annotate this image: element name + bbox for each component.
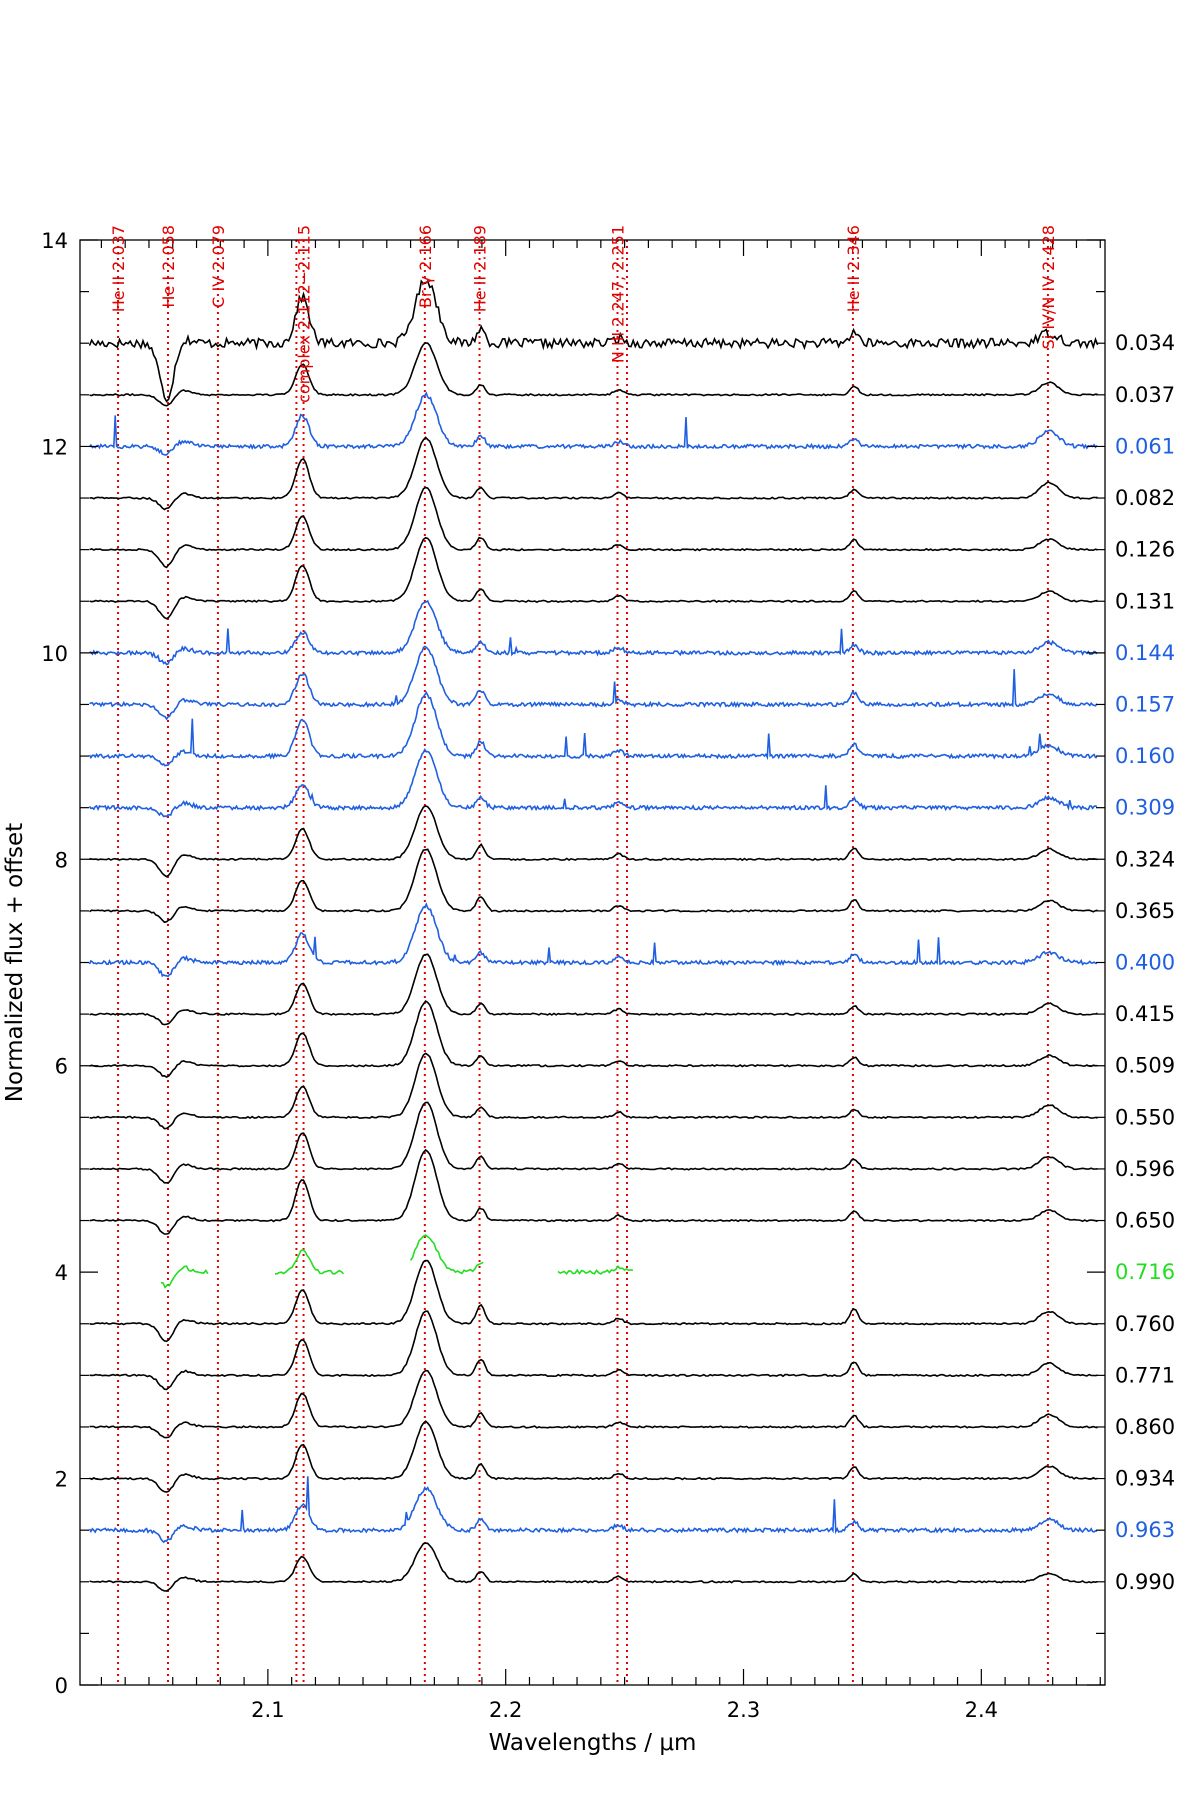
- phase-label: 0.131: [1115, 589, 1175, 613]
- spectrum-line-0.760: [89, 1259, 1098, 1343]
- y-tick-label: 12: [41, 435, 68, 459]
- spectrum-line-0.716: [160, 1234, 634, 1289]
- spectrum-line-0.650: [89, 1148, 1098, 1235]
- axes-layer: 2.1 2.2 2.3 2.4 0 2 4 6 8 10 12 14 Wavelengths / μm N…: [2, 229, 1106, 1756]
- spectrum-line-0.037: [89, 342, 1098, 407]
- y-tick-label: 2: [55, 1468, 68, 1492]
- spectra-series-layer: [88, 279, 1099, 1592]
- spectrum-line-0.550: [89, 1052, 1098, 1130]
- x-tick-label: 2.4: [965, 1698, 998, 1722]
- y-tick-label: 8: [55, 848, 68, 872]
- spectrum-line-0.415: [89, 953, 1098, 1026]
- spectrum-line-0.596: [89, 1101, 1098, 1184]
- phase-label: 0.324: [1115, 847, 1175, 871]
- spectrum-line-0.509: [89, 1000, 1098, 1079]
- line-marker-layer: [117, 240, 1049, 1685]
- phase-label: 0.771: [1115, 1363, 1175, 1387]
- spectrum-line-0.160: [88, 690, 1097, 767]
- y-tick-label: 6: [55, 1055, 68, 1079]
- spectrum-line-0.131: [89, 536, 1098, 620]
- line-marker-label: Si IV/N IV 2.428: [1039, 225, 1058, 349]
- phase-label: 0.550: [1115, 1105, 1175, 1129]
- phase-label: 0.760: [1115, 1312, 1175, 1336]
- x-tick-label: 2.1: [251, 1698, 284, 1722]
- y-tick-label: 0: [55, 1674, 68, 1698]
- spectrum-line-0.157: [89, 645, 1098, 721]
- line-marker-label: C IV 2.079: [209, 225, 228, 308]
- x-tick-label: 2.2: [489, 1698, 522, 1722]
- spectrum-line-0.771: [89, 1310, 1098, 1391]
- phase-label: 0.963: [1115, 1518, 1175, 1542]
- phase-label: 0.144: [1115, 641, 1175, 665]
- y-tick-label: 14: [41, 229, 68, 253]
- spectrum-line-0.082: [89, 436, 1098, 511]
- label-layer: He II 2.037 He I 2.058 C IV 2.079 complex 2…: [109, 225, 1175, 1594]
- phase-label: 0.309: [1115, 796, 1175, 820]
- line-marker-label: complex 2.112−2.115: [295, 225, 314, 403]
- phase-label: 0.126: [1115, 538, 1175, 562]
- line-marker-label: Br γ 2.166: [416, 225, 435, 308]
- spectrum-line-0.324: [89, 805, 1098, 878]
- y-tick-label: 4: [55, 1261, 68, 1285]
- spectrum-line-0.144: [89, 599, 1098, 666]
- phase-label: 0.415: [1115, 1002, 1175, 1026]
- phase-label: 0.716: [1115, 1260, 1175, 1284]
- spectrum-line-0.963: [88, 1476, 1098, 1544]
- spectrum-line-0.990: [89, 1542, 1098, 1592]
- phase-label: 0.082: [1115, 486, 1175, 510]
- line-marker-label: He II 2.037: [109, 225, 128, 312]
- x-tick-label: 2.3: [727, 1698, 760, 1722]
- phase-label: 0.160: [1115, 744, 1175, 768]
- phase-label: 0.934: [1115, 1467, 1175, 1491]
- phase-label: 0.365: [1115, 899, 1175, 923]
- line-marker-label: He II 2.346: [844, 225, 863, 312]
- spectrum-line-0.061: [88, 391, 1098, 456]
- phase-label: 0.596: [1115, 1157, 1175, 1181]
- phase-label: 0.860: [1115, 1415, 1175, 1439]
- phase-label: 0.037: [1115, 383, 1175, 407]
- spectrum-line-0.365: [89, 848, 1098, 924]
- phase-label: 0.509: [1115, 1054, 1175, 1078]
- spectrum-line-0.309: [88, 747, 1098, 818]
- phase-label: 0.400: [1115, 951, 1175, 975]
- spectrum-line-0.860: [89, 1369, 1098, 1439]
- spectrum-line-0.934: [89, 1420, 1098, 1493]
- y-axis-title: Normalized flux + offset: [2, 823, 28, 1102]
- line-marker-label: He II 2.189: [471, 225, 490, 312]
- line-marker-label: N III 2.247, 2.251: [608, 225, 627, 363]
- phase-label: 0.650: [1115, 1209, 1175, 1233]
- spectrum-line-0.126: [89, 486, 1098, 569]
- phase-label: 0.061: [1115, 434, 1175, 458]
- spectrum-line-0.034: [88, 279, 1099, 403]
- phase-label: 0.034: [1115, 331, 1175, 355]
- spectrum-line-0.400: [88, 902, 1098, 978]
- phase-label: 0.990: [1115, 1570, 1175, 1594]
- phase-label: 0.157: [1115, 692, 1175, 716]
- x-axis-title: Wavelengths / μm: [489, 1730, 697, 1756]
- y-tick-label: 10: [41, 642, 68, 666]
- line-marker-label: He I 2.058: [159, 225, 178, 308]
